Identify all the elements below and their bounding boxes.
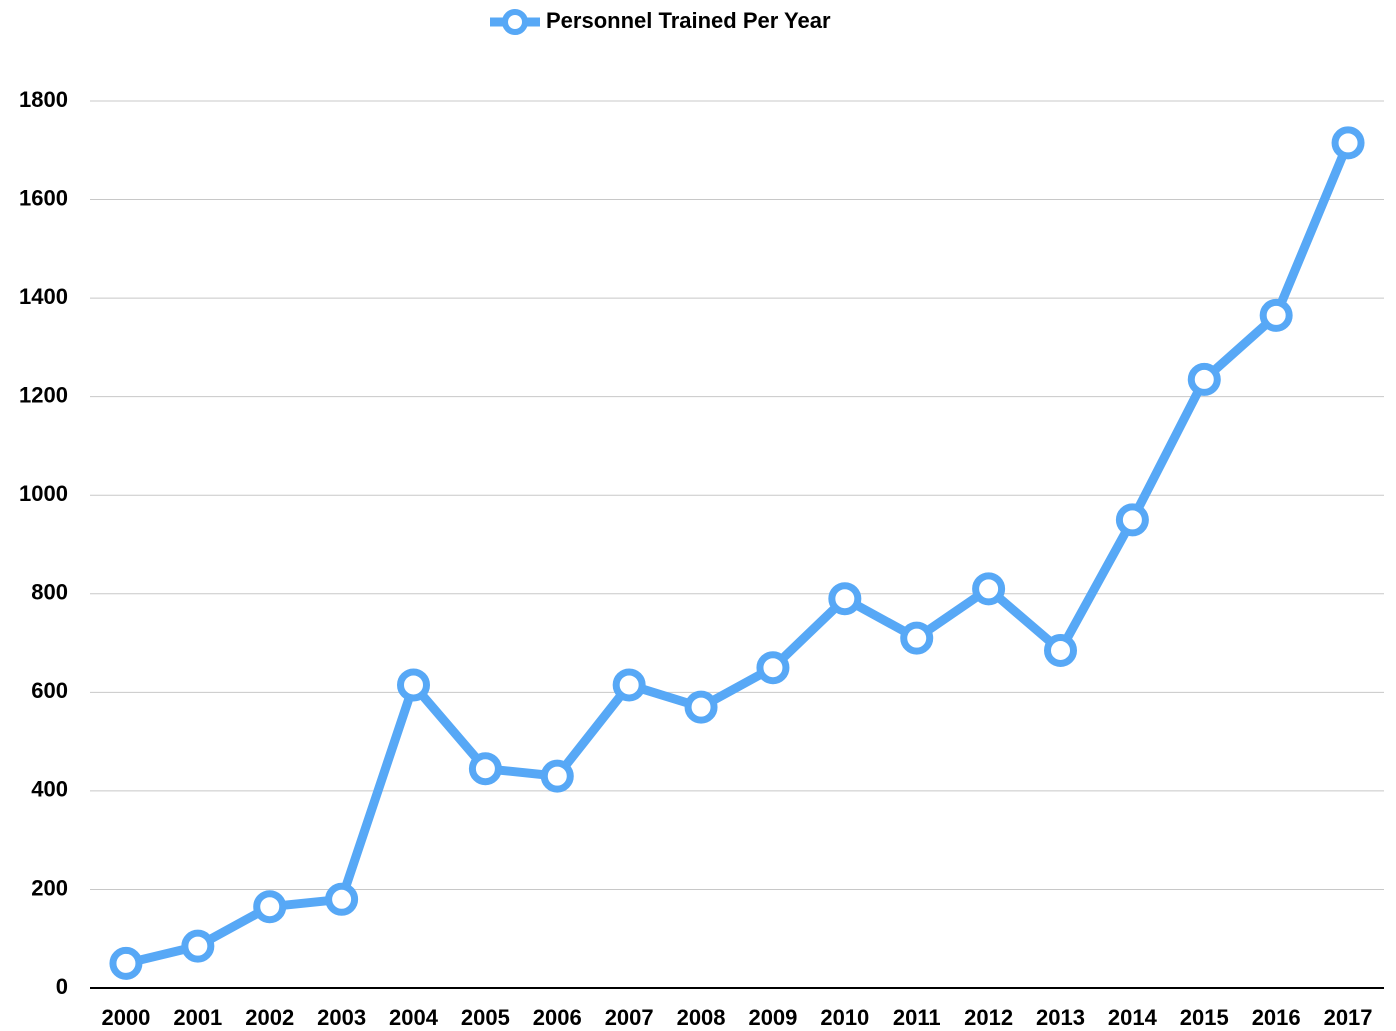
y-tick-label: 400 [31, 777, 68, 802]
x-tick-label: 2006 [533, 1005, 582, 1030]
point-marker [1044, 633, 1077, 667]
point-marker [756, 651, 790, 685]
x-tick-label: 2000 [101, 1005, 150, 1030]
point-marker [1115, 503, 1149, 537]
point-marker [181, 929, 215, 963]
x-tick-label: 2010 [820, 1005, 869, 1030]
y-tick-label: 1400 [19, 284, 68, 309]
y-tick-label: 1000 [19, 481, 68, 506]
y-tick-label: 600 [31, 678, 68, 703]
point-marker [900, 621, 934, 655]
point-marker [972, 572, 1006, 606]
x-tick-label: 2015 [1180, 1005, 1229, 1030]
y-tick-label: 200 [31, 875, 68, 900]
point-marker [828, 582, 862, 616]
point-marker [253, 890, 287, 924]
x-tick-label: 2017 [1324, 1005, 1373, 1030]
point-marker [468, 752, 502, 786]
x-tick-label: 2012 [964, 1005, 1013, 1030]
point-marker [109, 946, 143, 980]
point-marker [684, 690, 718, 724]
y-tick-label: 1200 [19, 382, 68, 407]
x-tick-label: 2008 [677, 1005, 726, 1030]
x-tick-label: 2007 [605, 1005, 654, 1030]
legend-marker [502, 9, 528, 35]
point-marker [540, 759, 574, 793]
point-marker [1331, 126, 1365, 160]
point-marker [397, 668, 430, 702]
x-tick-label: 2005 [461, 1005, 510, 1030]
y-tick-label: 800 [31, 580, 68, 605]
x-tick-label: 2002 [245, 1005, 294, 1030]
x-tick-label: 2011 [893, 1005, 941, 1030]
x-tick-label: 2003 [317, 1005, 366, 1030]
x-tick-label: 2013 [1036, 1005, 1085, 1030]
point-marker [1259, 298, 1293, 332]
x-tick-label: 2001 [173, 1005, 222, 1030]
x-tick-label: 2014 [1108, 1005, 1158, 1030]
y-tick-label: 0 [56, 974, 68, 999]
point-marker [612, 668, 646, 702]
y-tick-label: 1600 [19, 185, 68, 210]
point-marker [325, 882, 359, 916]
series-line [124, 141, 1353, 968]
legend-label: Personnel Trained Per Year [546, 8, 831, 33]
x-tick-label: 2009 [748, 1005, 797, 1030]
y-tick-label: 1800 [19, 87, 68, 112]
point-marker [1187, 362, 1221, 396]
x-tick-label: 2016 [1252, 1005, 1301, 1030]
x-tick-label: 2004 [389, 1005, 439, 1030]
